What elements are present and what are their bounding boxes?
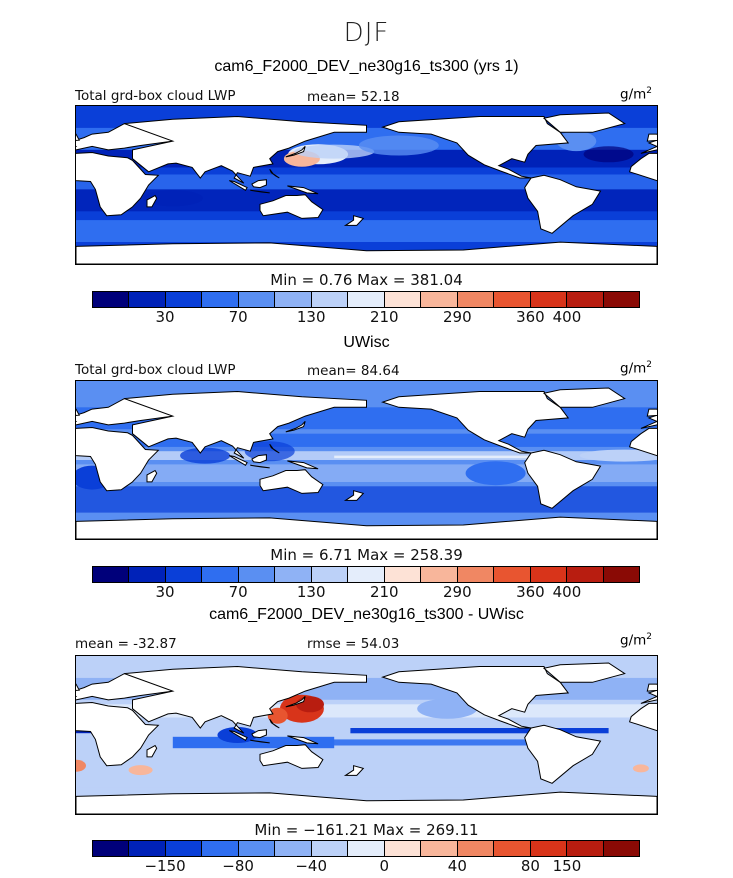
colorbar-swatch — [567, 567, 604, 582]
colorbar-swatch — [129, 292, 166, 307]
colorbar-swatch — [384, 567, 422, 582]
colorbar-tick-label: −80 — [222, 857, 254, 875]
colorbar-swatch — [129, 841, 166, 856]
panel-2-min-max: Min = 6.71 Max = 258.39 — [270, 546, 463, 564]
panel-3-mean-label: mean = -32.87 — [75, 636, 177, 652]
panel-1-mean-label: mean= 52.18 — [307, 89, 400, 105]
colorbar-tick-label: −40 — [295, 857, 328, 875]
colorbar-swatch — [567, 292, 604, 307]
colorbar-swatch — [129, 567, 166, 582]
panel-1-map — [75, 105, 658, 265]
colorbar-swatch — [275, 292, 312, 307]
colorbar-tick-label: 290 — [443, 583, 472, 601]
season-title: DJF — [343, 18, 390, 48]
colorbar-swatch — [421, 292, 458, 307]
colorbar-swatch — [93, 292, 130, 307]
colorbar-swatch — [238, 567, 276, 582]
colorbar-tick-label: 400 — [552, 308, 582, 326]
colorbar-swatch — [165, 292, 203, 307]
colorbar-tick-label: 130 — [296, 583, 326, 601]
panel-3-rmse-label: rmse = 54.03 — [307, 636, 400, 652]
panel-1-colorbar — [92, 291, 640, 308]
panel-3-title: cam6_F2000_DEV_ne30g16_ts300 - UWisc — [209, 606, 524, 623]
colorbar-swatch — [530, 567, 568, 582]
colorbar-tick-label: 70 — [228, 583, 248, 601]
colorbar-tick-label: 400 — [552, 583, 582, 601]
panel-1-min-max: Min = 0.76 Max = 381.04 — [270, 271, 463, 289]
colorbar-swatch — [202, 567, 239, 582]
colorbar-swatch — [202, 841, 239, 856]
colorbar-swatch — [93, 567, 130, 582]
panel-3-map — [75, 655, 658, 815]
colorbar-swatch — [494, 292, 531, 307]
colorbar-swatch — [311, 567, 349, 582]
panel-1-title: cam6_F2000_DEV_ne30g16_ts300 (yrs 1) — [214, 58, 519, 75]
panel-3-units: g/m2 — [620, 632, 653, 649]
colorbar-swatch — [311, 841, 349, 856]
colorbar-tick-label: 360 — [516, 583, 545, 601]
colorbar-swatch — [311, 292, 349, 307]
colorbar-swatch — [494, 567, 531, 582]
colorbar-swatch — [348, 841, 385, 856]
colorbar-swatch — [384, 292, 422, 307]
colorbar-swatch — [165, 567, 203, 582]
colorbar-swatch — [530, 292, 568, 307]
panel-2-mean-label: mean= 84.64 — [307, 363, 400, 379]
panel-2-colorbar — [92, 566, 640, 583]
colorbar-tick-label: 150 — [552, 857, 582, 875]
colorbar-swatch — [603, 567, 640, 582]
colorbar-tick-label: 40 — [447, 857, 467, 875]
panel-2-map — [75, 380, 658, 540]
colorbar-swatch — [275, 567, 312, 582]
colorbar-swatch — [421, 567, 458, 582]
colorbar-swatch — [567, 841, 604, 856]
colorbar-swatch — [384, 841, 422, 856]
panel-3-min-max: Min = −161.21 Max = 269.11 — [254, 821, 479, 839]
panel-3-colorbar — [92, 840, 640, 857]
colorbar-swatch — [421, 841, 458, 856]
panel-2-variable-label: Total grd-box cloud LWP — [75, 362, 236, 378]
colorbar-swatch — [238, 841, 276, 856]
panel-2-units: g/m2 — [620, 360, 653, 377]
colorbar-swatch — [93, 841, 130, 856]
colorbar-tick-label: 70 — [228, 308, 248, 326]
panel-1-variable-label: Total grd-box cloud LWP — [75, 88, 236, 104]
colorbar-swatch — [348, 292, 385, 307]
colorbar-tick-label: 80 — [520, 857, 540, 875]
colorbar-swatch — [457, 567, 495, 582]
colorbar-tick-label: 290 — [443, 308, 472, 326]
colorbar-tick-label: 210 — [369, 308, 399, 326]
colorbar-tick-label: 360 — [516, 308, 545, 326]
panel-1-units: g/m2 — [620, 86, 653, 103]
colorbar-swatch — [457, 292, 495, 307]
colorbar-swatch — [603, 841, 640, 856]
colorbar-tick-label: 30 — [155, 308, 175, 326]
colorbar-swatch — [494, 841, 531, 856]
colorbar-tick-label: 210 — [369, 583, 399, 601]
colorbar-tick-label: −150 — [144, 857, 186, 875]
colorbar-swatch — [457, 841, 495, 856]
colorbar-swatch — [165, 841, 203, 856]
colorbar-swatch — [238, 292, 276, 307]
colorbar-tick-label: 130 — [296, 308, 326, 326]
colorbar-tick-label: 30 — [155, 583, 175, 601]
colorbar-swatch — [348, 567, 385, 582]
panel-2-title: UWisc — [343, 334, 390, 351]
colorbar-swatch — [275, 841, 312, 856]
colorbar-swatch — [603, 292, 640, 307]
colorbar-swatch — [202, 292, 239, 307]
colorbar-swatch — [530, 841, 568, 856]
colorbar-tick-label: 0 — [379, 857, 390, 875]
